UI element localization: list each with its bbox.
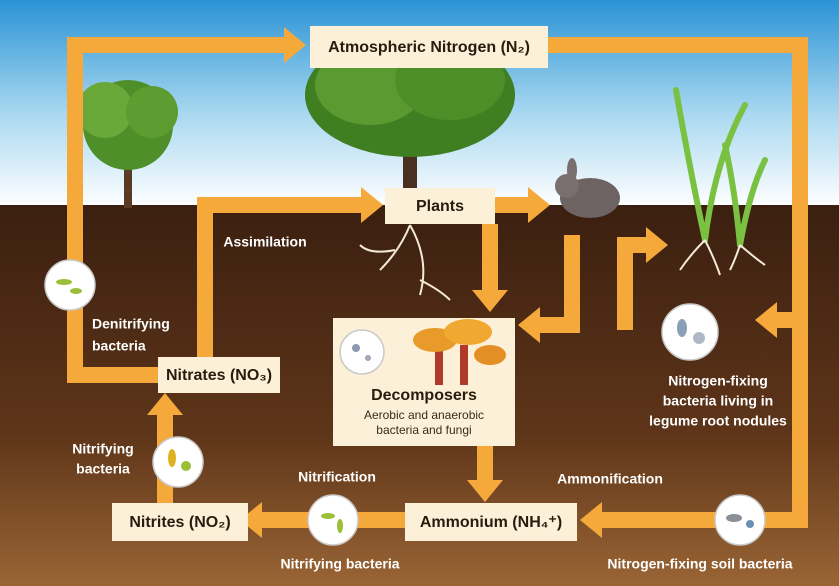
process-label: Denitrifying xyxy=(92,316,170,332)
node-sublabel: bacteria and fungi xyxy=(376,423,471,437)
node-label: Nitrites (NO₂) xyxy=(129,514,230,531)
node-label: Atmospheric Nitrogen (N₂) xyxy=(328,39,530,56)
page: { "nodes": [ {"label": "Atmospheric Nitr… xyxy=(0,0,839,586)
process-label: Nitrogen-fixing xyxy=(668,373,768,389)
process-label: legume root nodules xyxy=(649,413,787,429)
process-label: Nitrification xyxy=(298,469,376,485)
process-label: bacteria living in xyxy=(663,393,773,409)
process-label: Nitrifying bacteria xyxy=(280,556,399,572)
process-label: Nitrogen-fixing soil bacteria xyxy=(607,556,792,572)
process-label: bacteria xyxy=(76,461,130,477)
node-sublabel: Aerobic and anaerobic xyxy=(364,408,484,422)
node-label: Ammonium (NH₄⁺) xyxy=(420,514,562,531)
nitrogen-cycle-diagram: Atmospheric Nitrogen (N₂) Plants Nitrate… xyxy=(0,0,839,586)
process-label: bacteria xyxy=(92,338,146,354)
process-label: Assimilation xyxy=(223,234,306,250)
node-label: Nitrates (NO₃) xyxy=(166,367,272,384)
process-label: Nitrifying xyxy=(72,441,133,457)
process-label: Ammonification xyxy=(557,471,663,487)
node-label: Plants xyxy=(416,198,464,215)
node-label: Decomposers xyxy=(371,387,477,404)
